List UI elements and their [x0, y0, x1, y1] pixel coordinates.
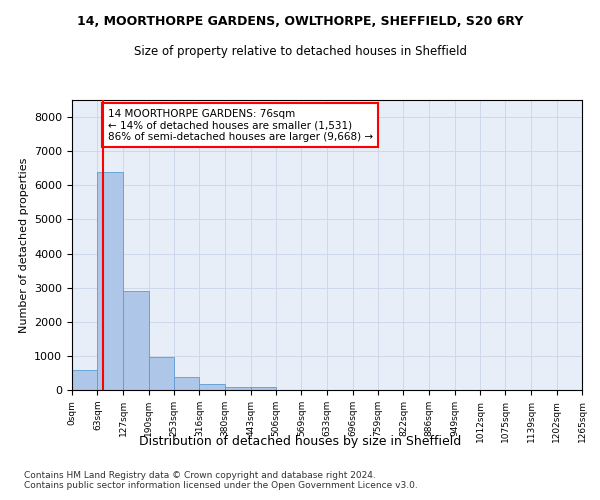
Text: Distribution of detached houses by size in Sheffield: Distribution of detached houses by size … — [139, 435, 461, 448]
Bar — [97, 172, 123, 390]
Bar — [149, 356, 174, 390]
Text: Contains HM Land Registry data © Crown copyright and database right 2024.
Contai: Contains HM Land Registry data © Crown c… — [24, 470, 418, 490]
Bar — [199, 384, 225, 390]
Text: 14, MOORTHORPE GARDENS, OWLTHORPE, SHEFFIELD, S20 6RY: 14, MOORTHORPE GARDENS, OWLTHORPE, SHEFF… — [77, 15, 523, 28]
Y-axis label: Number of detached properties: Number of detached properties — [19, 158, 29, 332]
Text: 14 MOORTHORPE GARDENS: 76sqm
← 14% of detached houses are smaller (1,531)
86% of: 14 MOORTHORPE GARDENS: 76sqm ← 14% of de… — [108, 108, 373, 142]
Bar — [174, 378, 199, 390]
Text: Size of property relative to detached houses in Sheffield: Size of property relative to detached ho… — [133, 45, 467, 58]
Bar — [72, 370, 97, 390]
Bar — [123, 291, 149, 390]
Bar — [251, 387, 276, 390]
Bar — [225, 386, 251, 390]
